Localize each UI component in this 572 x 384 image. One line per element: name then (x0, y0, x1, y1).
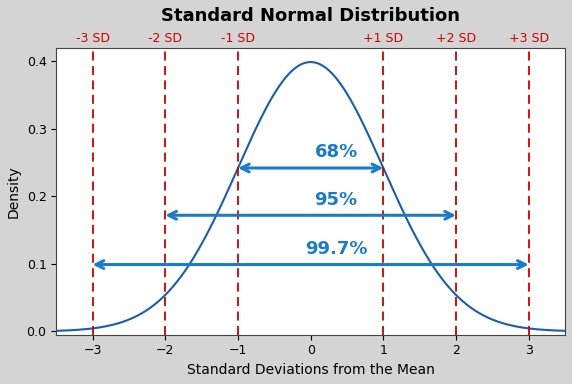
Y-axis label: Density: Density (7, 165, 21, 218)
Text: 95%: 95% (315, 190, 358, 209)
Text: 99.7%: 99.7% (305, 240, 367, 258)
Text: 68%: 68% (315, 143, 358, 161)
X-axis label: Standard Deviations from the Mean: Standard Deviations from the Mean (186, 363, 435, 377)
Title: Standard Normal Distribution: Standard Normal Distribution (161, 7, 460, 25)
